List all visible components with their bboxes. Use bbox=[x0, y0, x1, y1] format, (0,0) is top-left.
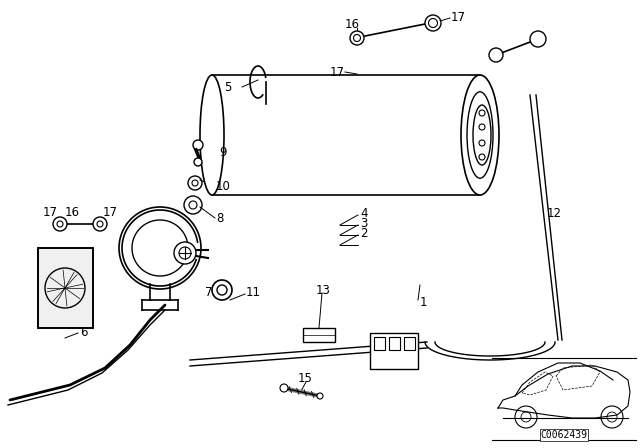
Text: 8: 8 bbox=[216, 211, 223, 224]
Ellipse shape bbox=[200, 75, 224, 195]
Bar bbox=[370, 333, 418, 369]
Ellipse shape bbox=[174, 242, 196, 264]
Circle shape bbox=[479, 140, 485, 146]
Text: 11: 11 bbox=[246, 285, 261, 298]
Circle shape bbox=[194, 158, 202, 166]
Text: 17: 17 bbox=[330, 65, 345, 78]
Text: 17: 17 bbox=[43, 206, 58, 219]
Bar bbox=[389, 337, 400, 350]
Text: C0062439: C0062439 bbox=[541, 430, 588, 440]
Ellipse shape bbox=[425, 15, 441, 31]
Text: 2: 2 bbox=[360, 227, 367, 240]
Circle shape bbox=[193, 140, 203, 150]
Text: 10: 10 bbox=[216, 180, 231, 193]
Ellipse shape bbox=[179, 247, 191, 259]
Text: 17: 17 bbox=[451, 10, 466, 23]
Text: 13: 13 bbox=[316, 284, 331, 297]
Text: 7: 7 bbox=[205, 285, 212, 298]
Ellipse shape bbox=[119, 207, 201, 289]
Text: 3: 3 bbox=[360, 216, 367, 229]
Ellipse shape bbox=[467, 92, 493, 178]
Text: 16: 16 bbox=[345, 17, 360, 30]
Text: 6: 6 bbox=[80, 326, 88, 339]
Circle shape bbox=[317, 393, 323, 399]
Text: 1: 1 bbox=[420, 296, 428, 309]
Bar bbox=[374, 337, 385, 350]
Ellipse shape bbox=[461, 75, 499, 195]
Text: 12: 12 bbox=[547, 207, 562, 220]
Ellipse shape bbox=[350, 31, 364, 45]
Text: 4: 4 bbox=[360, 207, 367, 220]
Ellipse shape bbox=[489, 48, 503, 62]
Bar bbox=[38, 248, 93, 328]
Circle shape bbox=[479, 124, 485, 130]
Ellipse shape bbox=[530, 31, 546, 47]
Bar bbox=[404, 337, 415, 350]
Text: 14: 14 bbox=[394, 349, 409, 362]
Ellipse shape bbox=[473, 105, 491, 165]
Text: 5: 5 bbox=[224, 81, 232, 94]
Circle shape bbox=[479, 154, 485, 160]
Circle shape bbox=[53, 217, 67, 231]
Circle shape bbox=[280, 384, 288, 392]
Circle shape bbox=[93, 217, 107, 231]
Bar bbox=[38, 248, 93, 328]
Circle shape bbox=[479, 110, 485, 116]
Text: 15: 15 bbox=[298, 371, 313, 384]
Text: 9: 9 bbox=[219, 146, 227, 159]
Text: 16: 16 bbox=[65, 206, 80, 219]
Bar bbox=[303, 328, 335, 342]
Text: 17: 17 bbox=[103, 206, 118, 219]
